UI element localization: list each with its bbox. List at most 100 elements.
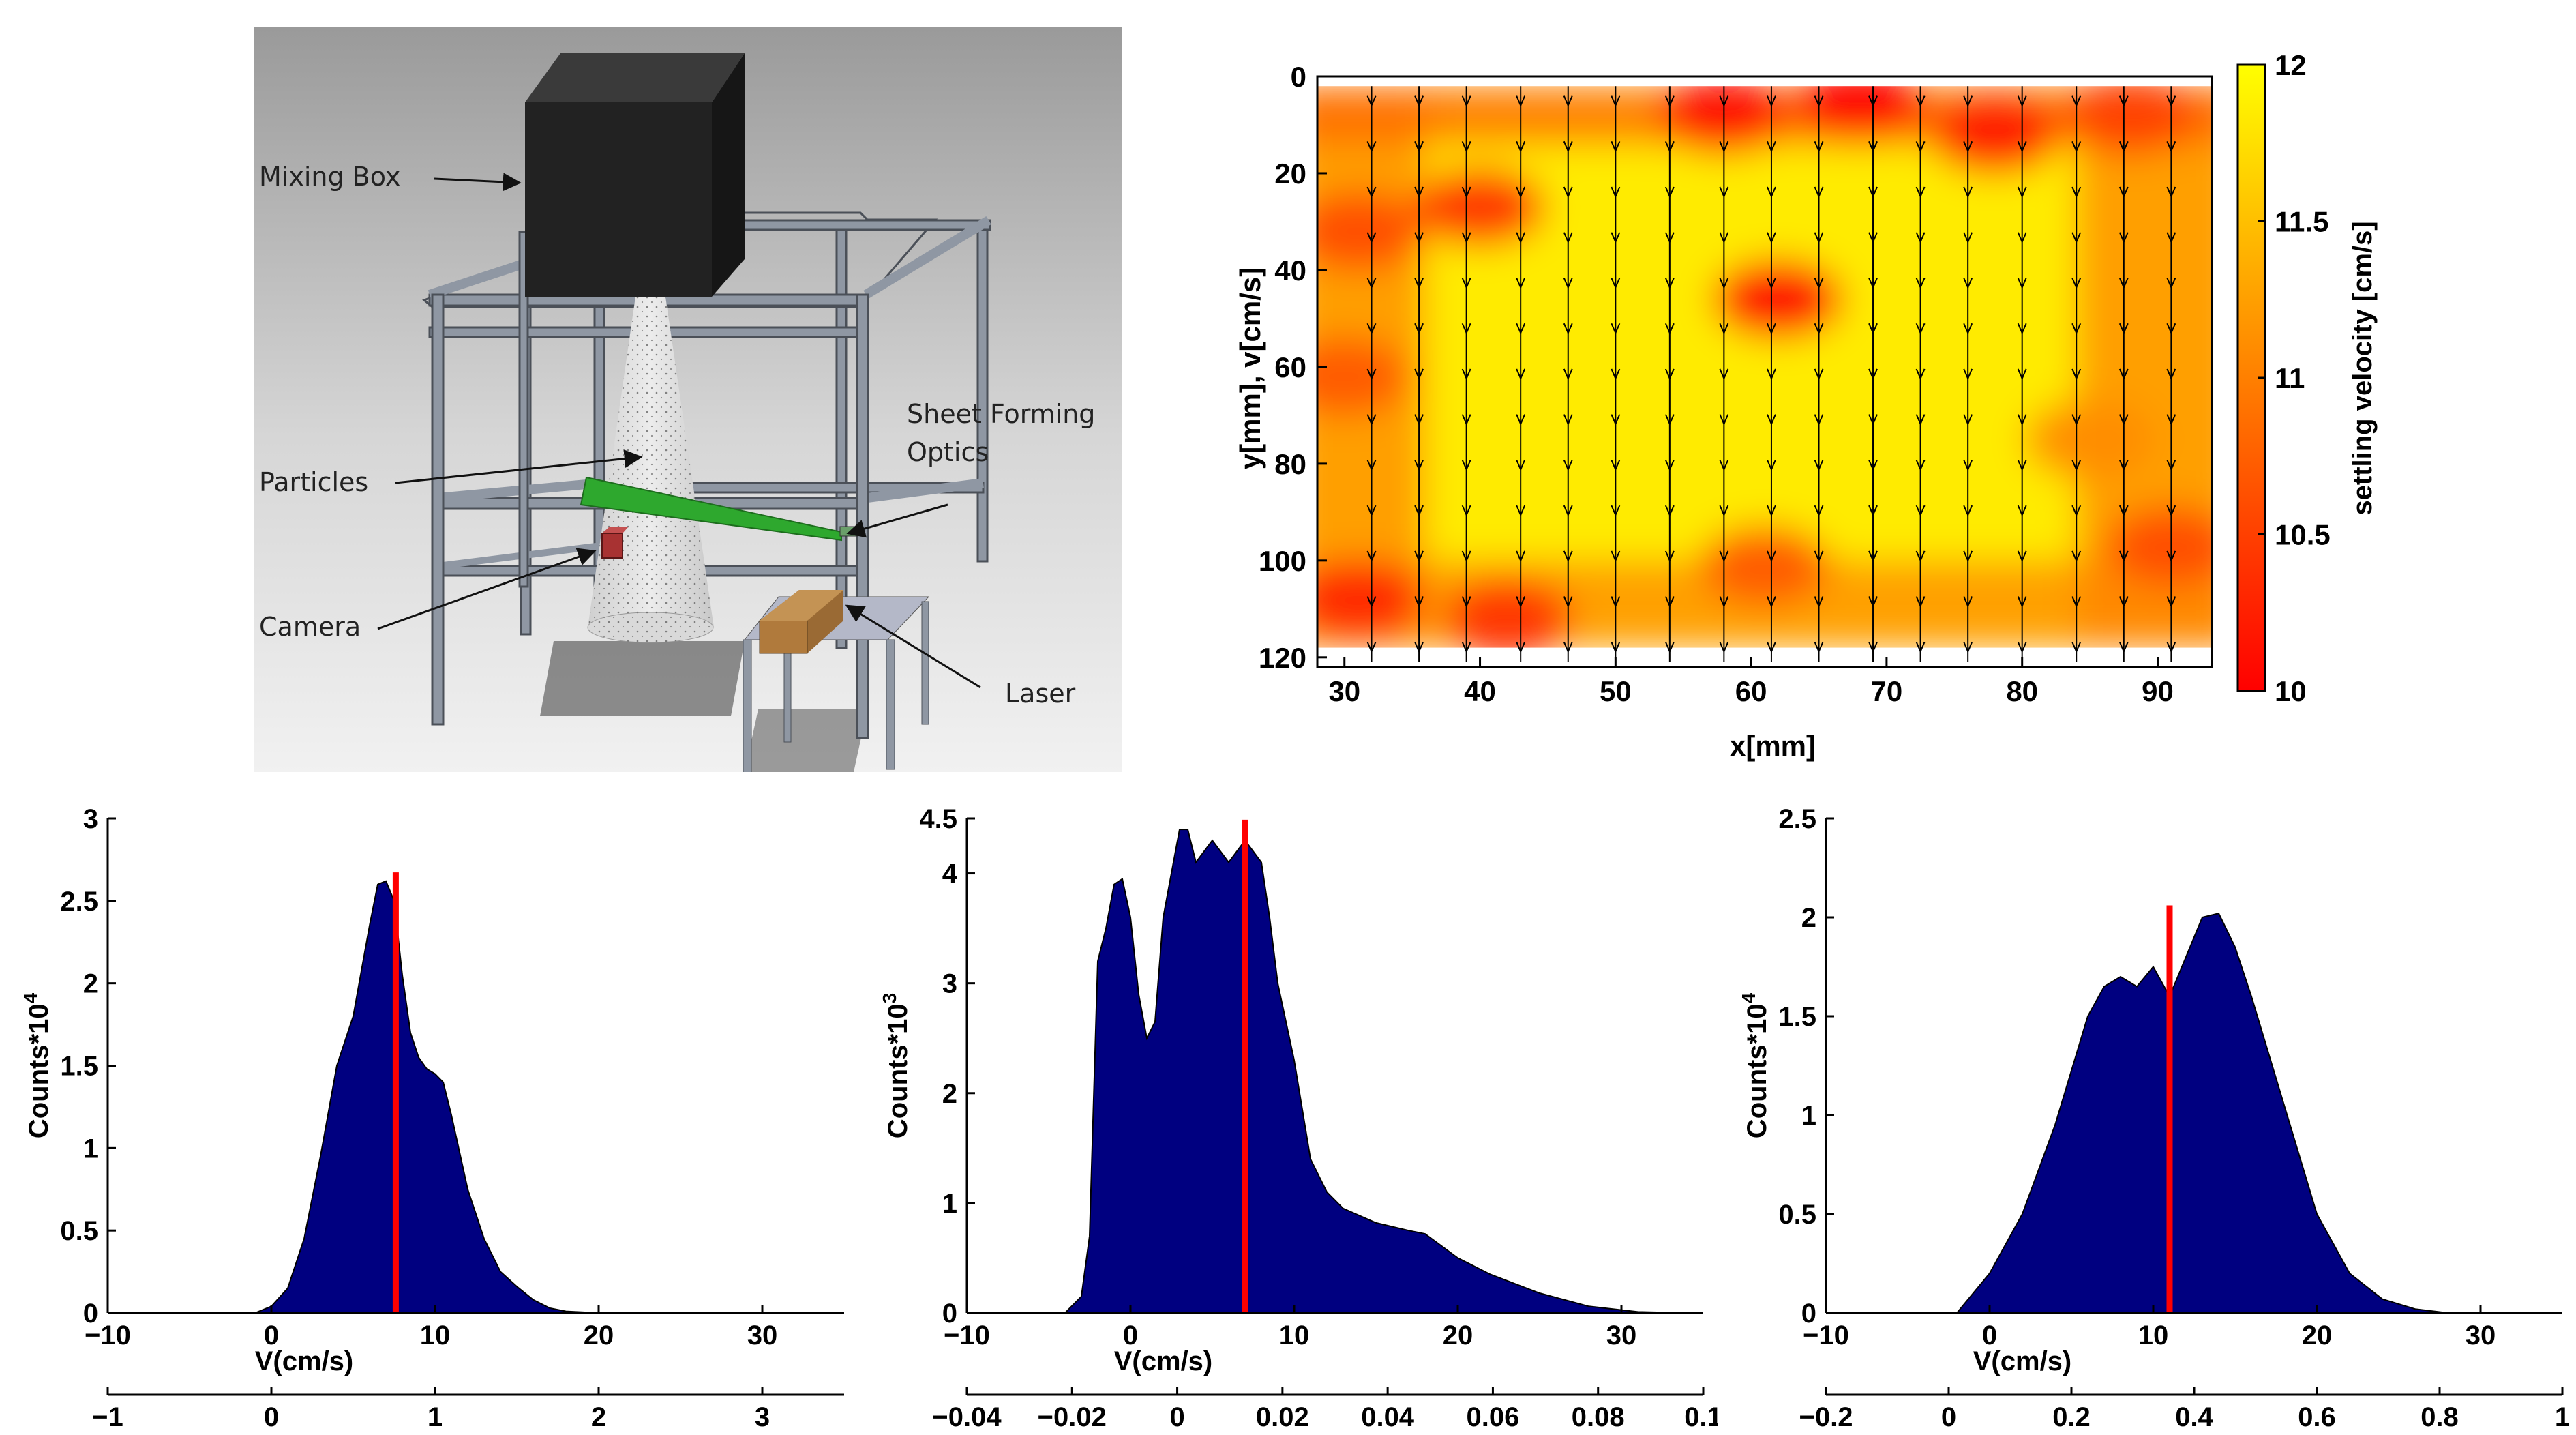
vector-arrow	[1719, 641, 1729, 653]
vector-arrow	[1664, 596, 1675, 608]
vector-arrow	[2118, 95, 2129, 108]
vector-arrow	[1963, 641, 1973, 653]
vector-arrow	[1611, 368, 1621, 381]
vector-arrow	[1767, 95, 1776, 108]
colorbar-gradient	[2236, 63, 2266, 692]
vector-arrow	[1814, 140, 1824, 153]
vector-arrow	[2071, 95, 2082, 108]
vector-arrow	[1414, 95, 1424, 108]
y-tick-label: 1	[83, 1134, 98, 1164]
vector-arrow	[1461, 459, 1471, 471]
vector-arrow	[1366, 368, 1377, 381]
heatmap-axes: 30 40 50 60 70 80 90 0 20 40 60 80 100 120	[1259, 61, 2213, 707]
heatmap-cell-9	[1442, 579, 1572, 659]
vector-arrow	[1461, 596, 1471, 608]
vector-arrow	[1814, 323, 1824, 335]
vector-arrow	[1611, 414, 1621, 426]
vector-arrow	[2017, 323, 2027, 335]
histogram-area-1	[108, 880, 844, 1314]
heatmap-cell-2	[1930, 95, 2060, 175]
vector-arrow	[2118, 505, 2129, 517]
histogram-x-label-1: V(cm/s)	[255, 1346, 354, 1376]
y-tick-label: 0.5	[60, 1216, 98, 1246]
heatmap-top-gap	[1317, 76, 2212, 87]
vector-arrow	[1915, 596, 1926, 608]
vector-arrow	[2118, 140, 2129, 153]
vector-arrow	[2017, 95, 2027, 108]
vector-arrow	[1366, 596, 1377, 608]
heatmap-cell-4	[1713, 259, 1843, 339]
heatmap-blank	[1317, 76, 2212, 667]
vector-arrow	[1814, 550, 1824, 563]
y-tick-label: 0	[1801, 1299, 1816, 1329]
vector-arrow	[1414, 140, 1424, 153]
vector-arrow	[2166, 505, 2176, 517]
vector-arrow	[1664, 323, 1675, 335]
vector-arrow	[1915, 641, 1926, 653]
vector-arrow	[2071, 232, 2082, 244]
vector-arrow	[2017, 186, 2027, 198]
y-tick-label: 2.5	[1778, 804, 1816, 834]
vector-arrow	[1664, 641, 1675, 653]
heatmap-y-tick-label: 100	[1259, 545, 1306, 577]
vector-arrow	[1611, 95, 1621, 108]
vector-arrow	[1664, 186, 1675, 198]
heatmap-edge-bottom	[1317, 560, 2212, 648]
vector-arrow	[1516, 278, 1526, 290]
y-tick-label: 1.5	[1778, 1002, 1816, 1032]
histogram-panel-3: −10 0 10 20 30 0 0.5 1 1.5 2 2.5 V(cm/s) Counts*104−…	[1718, 791, 2576, 1432]
heatmap-y-tick-label: 60	[1274, 351, 1306, 383]
vector-arrow	[1963, 95, 1973, 108]
colorbar-tick-label: 10	[2275, 675, 2307, 707]
histogram-chart-1: −10 0 10 20 3000.511.522.53V(cm/s)Counts*104…	[20, 804, 844, 1432]
vector-arrow	[2166, 186, 2176, 198]
vector-arrow	[1563, 140, 1573, 153]
vector-arrow	[1563, 641, 1573, 653]
vector-arrow	[1366, 505, 1377, 517]
vector-arrow	[2071, 641, 2082, 653]
x-tick-label: 30	[1606, 1320, 1637, 1350]
vector-arrow	[1611, 232, 1621, 244]
vector-arrow	[2166, 459, 2176, 471]
vector-arrow	[1868, 95, 1878, 108]
vector-arrow	[1767, 368, 1776, 381]
vector-arrow	[1414, 232, 1424, 244]
heatmap-cell-3	[2065, 76, 2196, 155]
vector-arrow	[1664, 95, 1675, 108]
heatmap-y-tick-label: 20	[1274, 158, 1306, 190]
vector-arrow	[2118, 232, 2129, 244]
vector-arrow	[1719, 459, 1729, 471]
vector-arrow	[1719, 323, 1729, 335]
histogram-chart-3: −10 0 10 20 3000.511.522.5V(cm/s)Counts*104−…	[1738, 804, 2570, 1432]
vector-arrow	[1814, 232, 1824, 244]
vector-arrow	[1868, 323, 1878, 335]
vector-arrow	[1414, 505, 1424, 517]
camera	[601, 527, 629, 559]
vector-arrow	[1868, 186, 1878, 198]
secondary-x-tick-label: 0.04	[1361, 1402, 1415, 1432]
vector-arrow	[1767, 232, 1776, 244]
vector-arrow	[1868, 459, 1878, 471]
vector-arrow	[1719, 505, 1729, 517]
histogram-x-label-3: V(cm/s)	[1973, 1346, 2072, 1376]
vector-arrow	[1461, 140, 1471, 153]
vector-arrow	[1516, 186, 1526, 198]
vector-arrow	[2166, 641, 2176, 653]
mixing-box	[525, 53, 745, 297]
vector-arrow	[2017, 505, 2027, 517]
vector-arrow	[1767, 186, 1776, 198]
vector-arrow	[1516, 641, 1526, 653]
heatmap-y-tick-label: 40	[1274, 254, 1306, 286]
vector-arrow	[2017, 140, 2027, 153]
secondary-x-tick-label: −0.04	[932, 1402, 1002, 1432]
colorbar-tick-label: 11.5	[2275, 206, 2328, 238]
vector-arrow	[1963, 368, 1973, 381]
heatmap-y-tick-label: 0	[1291, 61, 1306, 93]
vector-arrow	[1719, 550, 1729, 563]
secondary-x-tick-label: 0.6	[2298, 1402, 2336, 1432]
vector-arrow	[1366, 95, 1377, 108]
vector-arrow	[2017, 550, 2027, 563]
vector-arrow	[1366, 232, 1377, 244]
vector-arrow	[2017, 278, 2027, 290]
x-tick-label: 0	[1982, 1320, 1997, 1350]
